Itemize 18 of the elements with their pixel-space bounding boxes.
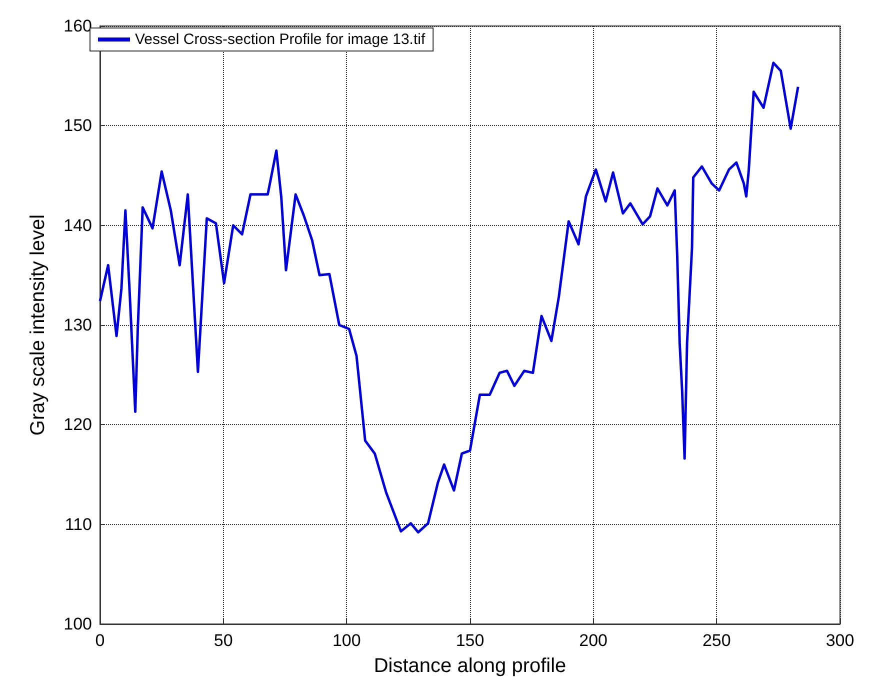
x-tick-label: 200 — [579, 631, 608, 650]
y-tick-label: 150 — [64, 116, 92, 136]
y-tick-label: 130 — [64, 316, 92, 334]
y-tick-label: 140 — [64, 216, 92, 235]
y-tick-label: 160 — [64, 16, 92, 36]
x-axis-title: Distance along profile — [374, 655, 566, 677]
y-tick-label: 100 — [64, 614, 92, 634]
y-tick-label: 110 — [64, 514, 92, 534]
x-tick-label: 100 — [332, 631, 361, 650]
x-tick-label: 50 — [214, 631, 233, 650]
x-tick-label: 0 — [95, 631, 105, 650]
y-tick-label: 120 — [64, 415, 92, 434]
line-series — [98, 62, 800, 534]
y-axis-title: Gray scale intensity level — [27, 214, 49, 436]
x-tick-label: 250 — [702, 631, 731, 650]
x-tick-label: 150 — [456, 631, 484, 650]
legend-label: Vessel Cross-section Profile for image 13.tif — [135, 31, 426, 48]
x-tick-label: 300 — [826, 631, 854, 650]
